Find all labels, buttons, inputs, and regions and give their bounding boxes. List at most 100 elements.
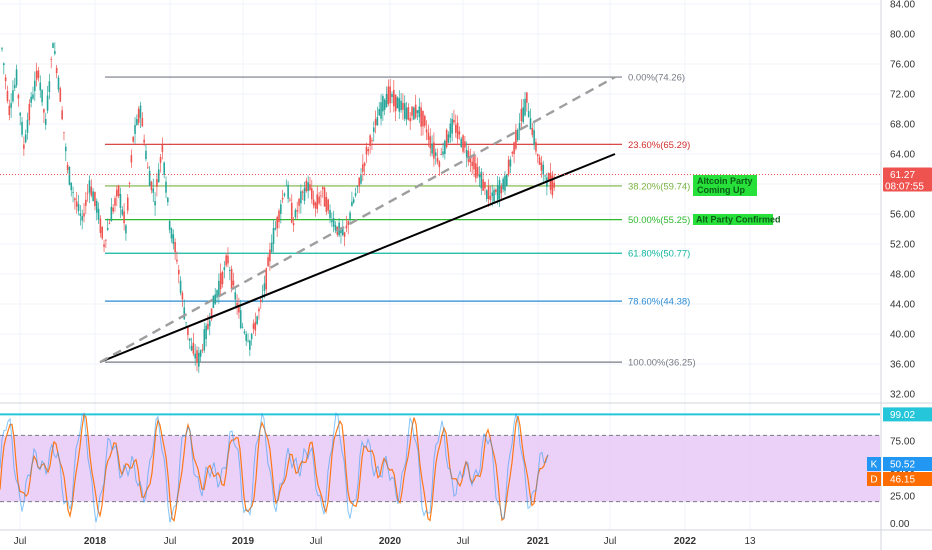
candle-body bbox=[431, 143, 433, 154]
candle-body bbox=[482, 179, 484, 191]
candle-body bbox=[278, 210, 280, 222]
oscillator-upper-value: 99.02 bbox=[890, 410, 915, 421]
candle-body bbox=[258, 308, 260, 312]
time-axis: Jul 2018 Jul 2019 Jul 2020 Jul 2021 Jul 2022 13 bbox=[0, 529, 932, 547]
candle-body bbox=[405, 107, 408, 120]
candle-body bbox=[28, 103, 31, 121]
candle-body bbox=[75, 201, 78, 207]
candle-body bbox=[6, 90, 9, 101]
candle-body bbox=[511, 151, 514, 154]
candle-body bbox=[139, 105, 142, 118]
candle-body bbox=[283, 193, 286, 196]
candle-body bbox=[41, 89, 43, 103]
candle-body bbox=[485, 190, 488, 200]
candle-body bbox=[387, 86, 390, 104]
candle-body bbox=[527, 111, 530, 118]
candle-body bbox=[274, 228, 277, 230]
candle-body bbox=[312, 199, 315, 206]
fib-level-label: 100.00%(36.25) bbox=[628, 358, 696, 369]
candle-body bbox=[72, 192, 74, 194]
candle-body bbox=[378, 109, 381, 116]
candle-body bbox=[316, 194, 319, 209]
candle-body bbox=[533, 130, 535, 146]
candle-body bbox=[243, 331, 246, 333]
candle-body bbox=[453, 119, 455, 123]
candle-body bbox=[123, 211, 125, 224]
oscillator-d-line bbox=[0, 413, 549, 522]
candle-body bbox=[476, 166, 479, 176]
fibonacci-levels: 0.00%(74.26) 23.60%(65.29) 38.20%(59.74) 50… bbox=[105, 73, 696, 369]
price-series bbox=[1, 42, 555, 373]
last-price-value: 61.27 bbox=[890, 170, 915, 181]
candle-body bbox=[413, 107, 415, 120]
candle-body bbox=[117, 185, 120, 197]
candle-body bbox=[163, 162, 165, 175]
candle-body bbox=[371, 140, 373, 142]
candle-body bbox=[13, 84, 16, 89]
candle-body bbox=[254, 322, 257, 331]
candle-body bbox=[228, 270, 231, 271]
candle-body bbox=[227, 255, 229, 264]
candle-body bbox=[21, 121, 23, 135]
candle-body bbox=[198, 352, 200, 367]
candle-body bbox=[507, 159, 510, 175]
candle-body bbox=[524, 98, 526, 116]
time-tick-label: Jul bbox=[14, 536, 27, 547]
candle-body bbox=[341, 228, 344, 236]
candle-body bbox=[230, 268, 233, 289]
candle-body bbox=[351, 201, 353, 207]
candle-body bbox=[447, 134, 450, 143]
candle-body bbox=[187, 325, 189, 336]
candle-body bbox=[420, 107, 422, 127]
candle-body bbox=[24, 134, 27, 143]
candle-body bbox=[95, 200, 98, 213]
candle-body bbox=[303, 187, 306, 201]
candle-body bbox=[125, 225, 127, 234]
candle-body bbox=[225, 255, 227, 266]
price-tick-label: 52.00 bbox=[890, 240, 915, 251]
candle-body bbox=[90, 186, 93, 196]
price-tick-label: 32.00 bbox=[890, 390, 915, 401]
candle-body bbox=[99, 218, 102, 233]
candle-body bbox=[234, 292, 237, 300]
candle-body bbox=[407, 107, 410, 120]
candle-body bbox=[245, 333, 247, 341]
candle-body bbox=[238, 304, 240, 313]
trendline-dashed bbox=[99, 76, 616, 364]
candle-body bbox=[526, 92, 528, 103]
candle-body bbox=[425, 129, 428, 133]
candle-body bbox=[362, 164, 364, 172]
candle-body bbox=[394, 94, 397, 112]
candle-body bbox=[276, 216, 278, 229]
candle-body bbox=[396, 97, 399, 109]
candle-body bbox=[263, 283, 266, 292]
fib-level-label: 38.20%(59.74) bbox=[628, 181, 690, 192]
candle-body bbox=[356, 186, 359, 187]
candle-body bbox=[190, 345, 193, 351]
candle-body bbox=[334, 225, 337, 231]
candle-body bbox=[296, 210, 299, 212]
candle-body bbox=[152, 188, 155, 193]
candle-body bbox=[134, 125, 136, 134]
candle-body bbox=[188, 338, 191, 341]
candle-body bbox=[553, 182, 555, 188]
candle-body bbox=[137, 108, 140, 123]
candle-body bbox=[352, 199, 355, 203]
candle-body bbox=[363, 162, 366, 166]
candle-body bbox=[505, 174, 508, 187]
candle-body bbox=[39, 82, 42, 91]
candle-body bbox=[480, 171, 483, 189]
candle-body bbox=[269, 249, 271, 262]
candle-body bbox=[478, 174, 481, 178]
time-tick-label: Jul bbox=[164, 536, 177, 547]
candle-body bbox=[504, 175, 506, 191]
candle-body bbox=[79, 213, 82, 216]
candle-body bbox=[402, 102, 404, 110]
candle-body bbox=[376, 116, 379, 126]
candle-body bbox=[85, 199, 87, 206]
candle-body bbox=[301, 191, 304, 193]
candle-body bbox=[321, 186, 324, 190]
